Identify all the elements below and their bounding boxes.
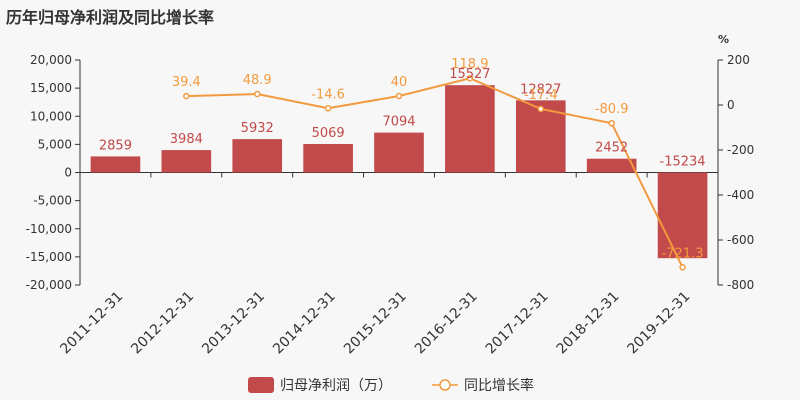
chart-title: 历年归母净利润及同比增长率 — [6, 8, 215, 27]
x-tick-label: 2011-12-31 — [57, 289, 126, 358]
line-label: 118.9 — [451, 57, 488, 72]
y-left-tick-label: 15,000 — [30, 81, 72, 95]
line-label: 39.4 — [172, 75, 201, 90]
legend-bar-swatch — [248, 377, 274, 393]
legend-line-label: 同比增长率 — [464, 377, 534, 394]
line-label: -17.4 — [524, 88, 558, 103]
y-left-tick-label: -10,000 — [26, 222, 72, 236]
x-tick-label: 2016-12-31 — [412, 289, 481, 358]
line-label: -721.3 — [662, 246, 704, 261]
growth-line — [186, 77, 684, 268]
line-point[interactable] — [183, 92, 190, 100]
x-tick-label: 2015-12-31 — [341, 289, 410, 358]
bar-label: 5069 — [312, 126, 345, 141]
line-point[interactable] — [608, 119, 615, 127]
x-tick-label: 2014-12-31 — [270, 289, 339, 358]
y-left-tick-label: 5,000 — [38, 137, 72, 151]
line-point[interactable] — [679, 264, 686, 271]
bar-label: 7094 — [382, 115, 415, 130]
x-tick-label: 2017-12-31 — [483, 289, 552, 358]
bar-label: 12827 — [520, 82, 561, 97]
line-label: 48.9 — [243, 73, 272, 88]
y-left-tick-label: -15,000 — [26, 250, 72, 264]
legend[interactable]: 归母净利润（万） 同比增长率 — [248, 377, 534, 394]
x-tick-label: 2012-12-31 — [128, 289, 197, 358]
line-point[interactable] — [395, 92, 403, 100]
bar[interactable] — [586, 158, 637, 173]
y-left-tick-label: 0 — [64, 166, 72, 180]
y-right-tick-label: 200 — [727, 53, 750, 67]
legend-bar-label: 归母净利润（万） — [280, 377, 392, 394]
bar-label: 5932 — [241, 121, 274, 136]
bar-label: -15234 — [660, 155, 706, 170]
bar-label: 15527 — [449, 67, 490, 82]
bar[interactable] — [374, 132, 424, 173]
bar-label: 3984 — [170, 132, 203, 147]
bar-label: 2859 — [99, 138, 132, 153]
line-label: -14.6 — [311, 87, 345, 102]
bar[interactable] — [303, 143, 353, 173]
bar[interactable] — [232, 139, 283, 173]
y-left-tick-label: -5,000 — [33, 194, 72, 208]
bar[interactable] — [657, 172, 708, 259]
line-point[interactable] — [466, 74, 474, 82]
x-tick-label: 2013-12-31 — [199, 289, 268, 358]
x-tick-label: 2018-12-31 — [554, 289, 623, 358]
bar[interactable] — [445, 85, 495, 173]
legend-line-marker — [439, 379, 451, 391]
line-label: 40 — [391, 75, 408, 90]
y-left-tick-label: -20,000 — [26, 278, 72, 292]
x-tick-label: 2019-12-31 — [625, 289, 694, 358]
line-point[interactable] — [324, 105, 332, 112]
bar[interactable] — [90, 156, 141, 173]
y-right-tick-label: -200 — [727, 143, 754, 157]
y-right-unit: % — [718, 33, 729, 46]
line-point[interactable] — [253, 90, 261, 98]
y-right-tick-label: 0 — [727, 98, 735, 112]
line-point[interactable] — [537, 105, 545, 113]
bar-label: 2452 — [595, 141, 628, 156]
y-left-tick-label: 10,000 — [30, 109, 72, 123]
y-left-tick-label: 20,000 — [30, 53, 72, 67]
y-right-tick-label: -800 — [727, 278, 754, 292]
line-label: -80.9 — [595, 102, 629, 117]
y-right-tick-label: -400 — [727, 188, 754, 202]
bar-series — [90, 85, 708, 259]
data-labels: 2859 3984 5932 5069 7094 15527 12827 2452 -15234… — [99, 57, 706, 261]
bar[interactable] — [161, 150, 212, 173]
y-right-tick-label: -600 — [727, 233, 754, 247]
line-series — [183, 74, 686, 271]
